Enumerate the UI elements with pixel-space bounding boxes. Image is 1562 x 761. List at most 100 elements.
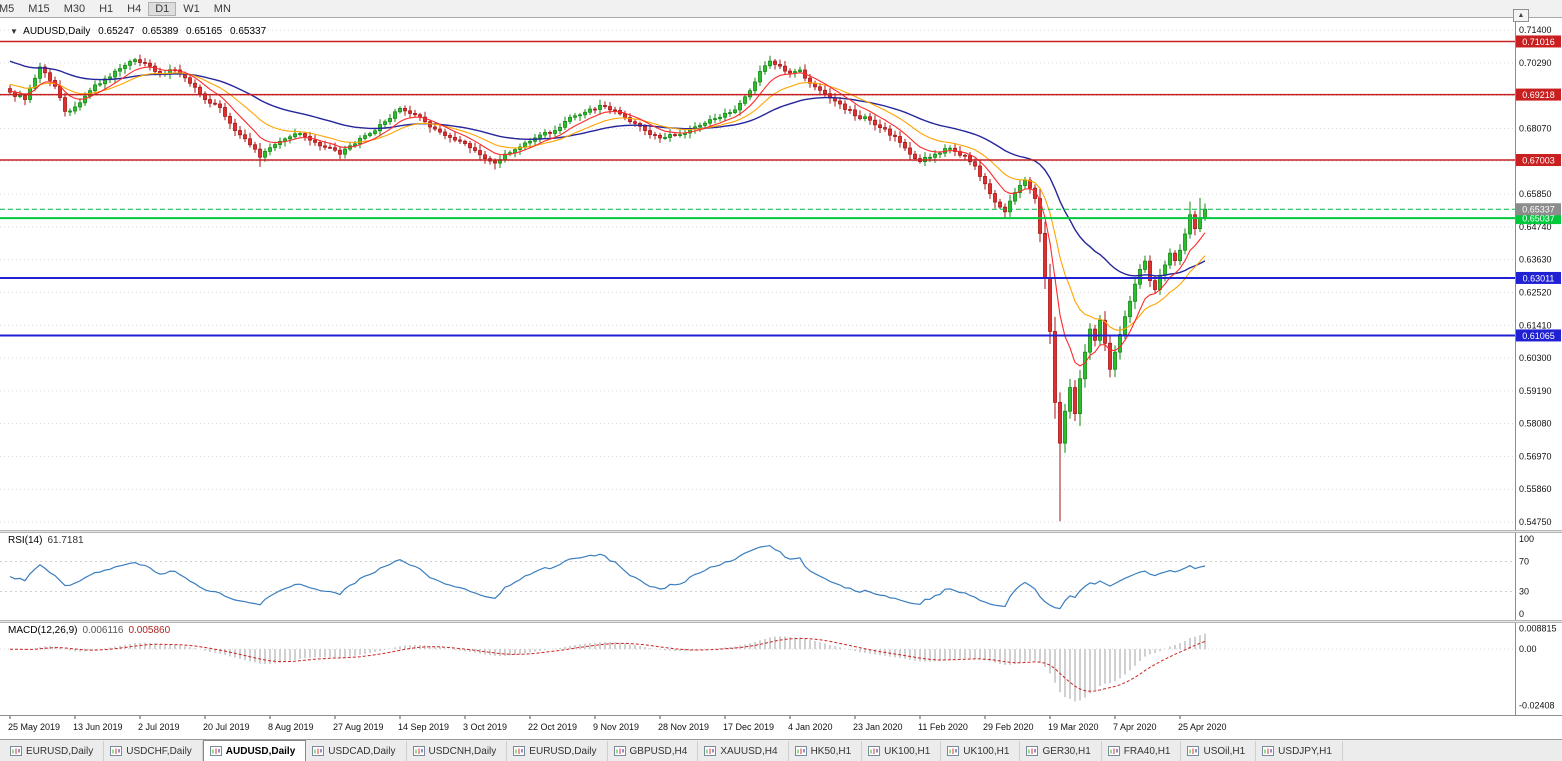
chart-tab-usdjpy-h1[interactable]: USDJPY,H1 bbox=[1256, 741, 1343, 761]
timeframe-h4-button[interactable]: H4 bbox=[127, 2, 142, 15]
chart-icon bbox=[947, 746, 960, 756]
chart-icon bbox=[1262, 746, 1275, 756]
rsi-panel[interactable]: 100 70 30 0 RSI(14) 61.7181 bbox=[0, 533, 1562, 620]
chart-icon bbox=[1107, 746, 1120, 756]
svg-text:70: 70 bbox=[1519, 557, 1529, 567]
chart-tab-xauusd-h4[interactable]: XAUUSD,H4 bbox=[698, 741, 789, 761]
timeframe-h1-button[interactable]: H1 bbox=[99, 2, 114, 15]
chart-symbol-label: AUDUSD,Daily bbox=[23, 26, 91, 37]
up-arrow-icon: ▲ bbox=[1517, 12, 1525, 19]
chart-tab-eurusd-daily[interactable]: EURUSD,Daily bbox=[507, 741, 608, 761]
chart-tab-label: XAUUSD,H4 bbox=[720, 745, 778, 757]
macd-svg[interactable]: 0.008815 0.00 -0.02408 bbox=[0, 623, 1562, 715]
chart-tab-fra40-h1[interactable]: FRA40,H1 bbox=[1101, 741, 1182, 761]
scroll-up-button[interactable]: ▲ bbox=[1513, 9, 1529, 22]
rsi-svg[interactable]: 100 70 30 0 bbox=[0, 533, 1562, 620]
ohlc-close: 0.65337 bbox=[229, 26, 267, 37]
timeframe-toolbar: M5 M15 M30 H1 H4 D1 W1 MN bbox=[0, 0, 1562, 18]
chart-tab-label: UK100,H1 bbox=[963, 745, 1010, 757]
chart-tab-label: HK50,H1 bbox=[810, 745, 852, 757]
chart-tab-usdcnh-daily[interactable]: USDCNH,Daily bbox=[406, 741, 508, 761]
chart-icon bbox=[613, 746, 626, 756]
chart-icon bbox=[868, 746, 881, 756]
chart-tab-label: EURUSD,Daily bbox=[529, 745, 597, 757]
price-tick-label: 0.60300 bbox=[1519, 353, 1552, 363]
macd-header: MACD(12,26,9) 0.006116 0.005860 bbox=[8, 625, 175, 636]
price-chart-panel[interactable]: 0.714000.702900.691800.680700.669600.658… bbox=[0, 18, 1562, 530]
svg-text:100: 100 bbox=[1519, 534, 1534, 544]
chart-tab-usoil-h1[interactable]: USOil,H1 bbox=[1181, 741, 1257, 761]
price-tick-label: 0.68070 bbox=[1519, 123, 1552, 133]
macd-main-value: 0.006116 bbox=[82, 625, 124, 636]
date-tick-label: 13 Jun 2019 bbox=[73, 722, 123, 732]
date-tick-label: 27 Aug 2019 bbox=[333, 722, 384, 732]
price-tick-label: 0.62520 bbox=[1519, 287, 1552, 297]
chart-tab-uk100-h1[interactable]: UK100,H1 bbox=[941, 741, 1021, 761]
chart-tab-label: USDCNH,Daily bbox=[428, 745, 497, 757]
date-tick-label: 14 Sep 2019 bbox=[398, 722, 449, 732]
time-axis[interactable]: 25 May 2019 13 Jun 2019 2 Jul 2019 20 Jul 2… bbox=[0, 715, 1562, 739]
timeframe-d1-button[interactable]: D1 bbox=[148, 1, 177, 16]
chart-tab-usdchf-daily[interactable]: USDCHF,Daily bbox=[104, 741, 203, 761]
date-tick-label: 17 Dec 2019 bbox=[723, 722, 774, 732]
svg-text:0.63011: 0.63011 bbox=[1523, 273, 1555, 283]
hlines-group[interactable] bbox=[0, 40, 1515, 337]
chart-tab-eurusd-daily[interactable]: EURUSD,Daily bbox=[4, 741, 105, 761]
ma-mid-line bbox=[9, 72, 1206, 331]
date-tick-label: 7 Apr 2020 bbox=[1113, 722, 1157, 732]
ohlc-open: 0.65247 bbox=[98, 26, 135, 37]
macd-panel[interactable]: 0.008815 0.00 -0.02408 MACD(12,26,9) 0.0061… bbox=[0, 623, 1562, 715]
timeframe-w1-button[interactable]: W1 bbox=[183, 2, 200, 15]
price-tick-label: 0.59190 bbox=[1519, 386, 1552, 396]
price-tick-label: 0.70290 bbox=[1519, 58, 1552, 68]
svg-text:0.65037: 0.65037 bbox=[1522, 214, 1555, 224]
chart-icon bbox=[312, 746, 325, 756]
rsi-label: RSI(14) bbox=[8, 535, 43, 546]
macd-axis-labels: 0.008815 0.00 -0.02408 bbox=[1519, 624, 1557, 711]
candles-group bbox=[8, 54, 1207, 522]
timeframe-mn-button[interactable]: MN bbox=[213, 2, 231, 15]
chart-tab-gbpusd-h4[interactable]: GBPUSD,H4 bbox=[607, 741, 699, 761]
price-tick-label: 0.58080 bbox=[1519, 419, 1552, 429]
chart-tab-ger30-h1[interactable]: GER30,H1 bbox=[1020, 741, 1102, 761]
chart-tab-audusd-daily[interactable]: AUDUSD,Daily bbox=[202, 740, 307, 761]
svg-text:0: 0 bbox=[1519, 609, 1524, 619]
chart-tab-label: USDCAD,Daily bbox=[328, 745, 396, 757]
chart-tab-label: AUDUSD,Daily bbox=[225, 745, 296, 757]
date-tick-label: 29 Feb 2020 bbox=[983, 722, 1034, 732]
price-grid: 0.714000.702900.691800.680700.669600.658… bbox=[0, 25, 1552, 527]
date-tick-label: 2 Jul 2019 bbox=[138, 722, 180, 732]
chart-icon bbox=[513, 746, 526, 756]
chart-icon bbox=[794, 746, 807, 756]
price-tick-label: 0.61410 bbox=[1519, 320, 1552, 330]
date-tick-label: 8 Aug 2019 bbox=[268, 722, 314, 732]
chart-icon bbox=[209, 746, 222, 756]
chart-tab-hk50-h1[interactable]: HK50,H1 bbox=[788, 741, 863, 761]
panel-separator[interactable] bbox=[0, 530, 1562, 533]
chart-tab-label: GER30,H1 bbox=[1042, 745, 1091, 757]
price-chart-svg[interactable]: 0.714000.702900.691800.680700.669600.658… bbox=[0, 18, 1562, 530]
price-tick-label: 0.71400 bbox=[1519, 25, 1552, 35]
svg-text:-0.02408: -0.02408 bbox=[1519, 700, 1555, 710]
chart-tab-label: FRA40,H1 bbox=[1123, 745, 1171, 757]
date-tick-label: 22 Oct 2019 bbox=[528, 722, 577, 732]
rsi-value: 61.7181 bbox=[47, 535, 84, 546]
chart-tab-label: USDJPY,H1 bbox=[1278, 745, 1332, 757]
chart-icon bbox=[1187, 746, 1200, 756]
chart-tab-label: USOil,H1 bbox=[1203, 745, 1246, 757]
date-tick-label: 3 Oct 2019 bbox=[463, 722, 507, 732]
timeframe-m30-button[interactable]: M30 bbox=[63, 2, 86, 15]
date-tick-label: 9 Nov 2019 bbox=[593, 722, 639, 732]
timeframe-m5-button[interactable]: M5 bbox=[0, 2, 15, 15]
chart-tabs-bar: EURUSD,Daily USDCHF,Daily AUDUSD,Daily USDC… bbox=[0, 739, 1562, 761]
symbol-dropdown-icon[interactable]: ▼ bbox=[10, 27, 18, 36]
panel-separator[interactable] bbox=[0, 620, 1562, 623]
chart-icon bbox=[704, 746, 717, 756]
svg-text:0.008815: 0.008815 bbox=[1519, 624, 1557, 634]
chart-tab-uk100-h1[interactable]: UK100,H1 bbox=[862, 741, 942, 761]
timeframe-m15-button[interactable]: M15 bbox=[28, 2, 50, 15]
price-axis-labels: 0.71016 0.69218 0.67003 0.65037 0.63011 0.610… bbox=[1516, 35, 1561, 342]
chart-tab-usdcad-daily[interactable]: USDCAD,Daily bbox=[306, 741, 407, 761]
rsi-grid: 100 70 30 0 bbox=[0, 534, 1534, 619]
date-labels: 25 May 2019 13 Jun 2019 2 Jul 2019 20 Jul 2… bbox=[8, 716, 1227, 732]
